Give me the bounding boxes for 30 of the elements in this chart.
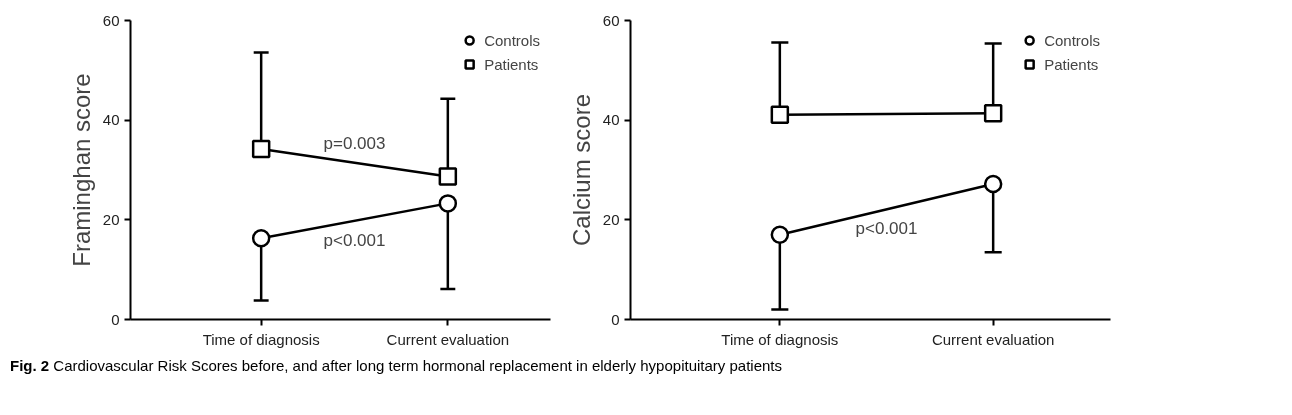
annotation: p<0.001 (323, 230, 386, 250)
point (251, 229, 271, 248)
y-tick-label: 20 (102, 210, 120, 228)
caption: Fig. 2 Cardiovascular Risk Scores before, and after long term hormonal replacement in elderly hypopituitary patients (10, 356, 783, 376)
legend-label: Controls (484, 31, 540, 49)
y-tick-label: 0 (111, 310, 120, 328)
y-tick-label: 60 (102, 11, 120, 29)
annotation: p<0.001 (855, 219, 918, 239)
point (438, 167, 458, 186)
point (251, 139, 271, 159)
y-tick-label: 60 (602, 11, 620, 29)
annotation: p=0.003 (323, 133, 386, 153)
x-tick-label: Time of diagnosis (202, 330, 320, 348)
y-tick-label: 0 (611, 310, 620, 328)
y-tick-label: 40 (102, 111, 120, 129)
x-tick-label: Current evaluation (386, 330, 510, 348)
legend-label: Patients (484, 55, 539, 73)
y-tick-label: 40 (602, 111, 620, 129)
point (983, 103, 1003, 123)
legend-label: Patients (1044, 55, 1099, 73)
point (770, 225, 790, 245)
point (983, 174, 1003, 194)
y-axis-title: Framinghan score (67, 73, 95, 267)
y-tick-label: 20 (602, 210, 620, 228)
point (770, 105, 790, 124)
legend-label: Controls (1044, 31, 1100, 49)
x-tick-label: Time of diagnosis (721, 330, 839, 348)
point (438, 194, 458, 213)
y-axis-title: Calcium score (567, 93, 595, 247)
x-tick-label: Current evaluation (931, 330, 1055, 348)
